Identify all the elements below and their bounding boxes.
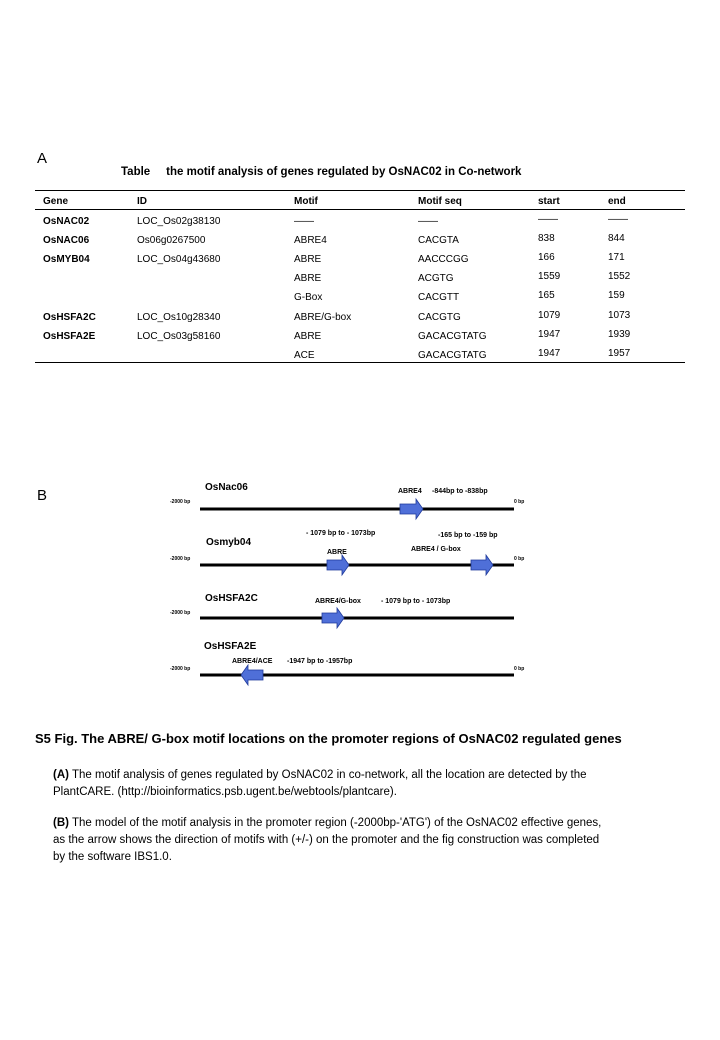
header-id: ID: [137, 196, 147, 207]
track-osnac06: OsNac06 -2000 bp 0 bp ABRE4 -844bp to -8…: [170, 482, 524, 521]
table-cell-motif: ——: [294, 216, 314, 227]
table-cell-motif-seq: AACCCGG: [418, 254, 469, 265]
header-start: start: [538, 196, 560, 207]
table-cell-start: 1947: [538, 348, 561, 359]
table-cell-end: 844: [608, 233, 625, 244]
table-title: Table the motif analysis of genes regula…: [121, 166, 522, 178]
caption-b-label: (B): [53, 817, 69, 829]
track-left-label: -2000 bp: [170, 499, 190, 505]
table-cell-motif: ACE: [294, 350, 315, 361]
track-gene-label: OsHSFA2E: [204, 641, 257, 652]
table-cell-start: ——: [538, 214, 558, 225]
table-cell-start: 165: [538, 290, 555, 301]
track-gene-label: Osmyb04: [206, 537, 251, 548]
motif-label: ABRE4/G-box: [315, 598, 361, 605]
table-cell-id: LOC_Os10g28340: [137, 312, 221, 323]
table-cell-motif: ABRE4: [294, 235, 327, 246]
table-cell-motif: G-Box: [294, 292, 323, 303]
table-cell-start: 1947: [538, 329, 561, 340]
position-label: -844bp to -838bp: [432, 488, 488, 495]
table-cell-motif: ABRE: [294, 331, 322, 342]
table-cell-end: 1552: [608, 271, 631, 282]
track-gene-label: OsHSFA2C: [205, 593, 258, 604]
table-cell-gene: OsMYB04: [43, 254, 90, 265]
track-left-label: -2000 bp: [170, 666, 190, 672]
caption-paragraph-b: (B) The model of the motif analysis in t…: [53, 815, 613, 866]
table-cell-id: LOC_Os02g38130: [137, 216, 221, 227]
track-right-label: 0 bp: [514, 499, 524, 505]
position-label: -1947 bp to -1957bp: [287, 658, 352, 665]
table-cell-start: 166: [538, 252, 555, 263]
table-cell-motif-seq: CACGTT: [418, 292, 460, 303]
track-left-label: -2000 bp: [170, 556, 190, 562]
table-cell-motif-seq: GACACGTATG: [418, 350, 487, 361]
table-cell-gene: OsNAC06: [43, 235, 90, 246]
motif-label: ABRE: [327, 549, 347, 556]
table-cell-start: 838: [538, 233, 555, 244]
table-cell-end: 171: [608, 252, 625, 263]
track-osmyb04: Osmyb04 -2000 bp 0 bp - 1079 bp to - 107…: [170, 530, 524, 577]
header-motif-seq: Motif seq: [418, 196, 462, 207]
position-label: - 1079 bp to - 1073bp: [306, 530, 375, 537]
position-label: -165 bp to -159 bp: [438, 532, 498, 539]
motif-label: ABRE4 / G-box: [411, 546, 461, 553]
table-cell-gene: OsHSFA2E: [43, 331, 96, 342]
table-header-rule: [35, 209, 685, 210]
table-cell-motif-seq: GACACGTATG: [418, 331, 487, 342]
table-cell-id: LOC_Os04g43680: [137, 254, 221, 265]
track-oshsfa2e: OsHSFA2E -2000 bp 0 bp ABRE4/ACE -1947 b…: [170, 641, 524, 687]
track-right-label: 0 bp: [514, 556, 524, 562]
header-gene: Gene: [43, 196, 69, 207]
panel-a-letter: A: [37, 150, 48, 167]
caption-paragraph-a: (A) The motif analysis of genes regulate…: [53, 767, 613, 801]
track-right-label: 0 bp: [514, 666, 524, 672]
table-cell-gene: OsNAC02: [43, 216, 90, 227]
table-bottom-rule: [35, 362, 685, 363]
table-cell-end: 1939: [608, 329, 631, 340]
table-cell-motif-seq: ACGTG: [418, 273, 454, 284]
track-left-label: -2000 bp: [170, 610, 190, 616]
table-cell-end: 1073: [608, 310, 631, 321]
table-cell-motif-seq: ——: [418, 216, 438, 227]
table-cell-id: Os06g0267500: [137, 235, 206, 246]
table-cell-end: 1957: [608, 348, 631, 359]
panel-b-letter: B: [37, 487, 48, 504]
table-cell-gene: OsHSFA2C: [43, 312, 96, 323]
motif-label: ABRE4: [398, 488, 422, 495]
motif-arrow-right: [470, 553, 494, 577]
track-oshsfa2c: OsHSFA2C -2000 bp ABRE4/G-box - 1079 bp …: [170, 593, 514, 630]
caption-b-text: The model of the motif analysis in the p…: [53, 817, 602, 863]
table-top-rule: [35, 190, 685, 191]
motif-arrow-right: [326, 553, 350, 577]
table-cell-start: 1079: [538, 310, 561, 321]
header-end: end: [608, 196, 626, 207]
motif-arrow-right: [321, 606, 345, 630]
motif-arrow-left: [240, 663, 264, 687]
table-cell-motif-seq: CACGTG: [418, 312, 461, 323]
header-motif: Motif: [294, 196, 318, 207]
table-cell-end: ——: [608, 214, 628, 225]
caption-a-label: (A): [53, 769, 69, 781]
track-gene-label: OsNac06: [205, 482, 248, 493]
table-cell-motif: ABRE/G-box: [294, 312, 352, 323]
table-cell-motif-seq: CACGTA: [418, 235, 459, 246]
table-cell-end: 159: [608, 290, 625, 301]
motif-label: ABRE4/ACE: [232, 658, 273, 665]
table-cell-id: LOC_Os03g58160: [137, 331, 221, 342]
caption-a-text: The motif analysis of genes regulated by…: [53, 769, 587, 798]
position-label: - 1079 bp to - 1073bp: [381, 598, 450, 605]
motif-arrow-right: [399, 497, 424, 521]
table-cell-motif: ABRE: [294, 254, 322, 265]
figure-title: S5 Fig. The ABRE/ G-box motif locations …: [35, 731, 622, 746]
promoter-diagram: OsNac06 -2000 bp 0 bp ABRE4 -844bp to -8…: [170, 482, 524, 687]
table-cell-motif: ABRE: [294, 273, 322, 284]
table-cell-start: 1559: [538, 271, 561, 282]
